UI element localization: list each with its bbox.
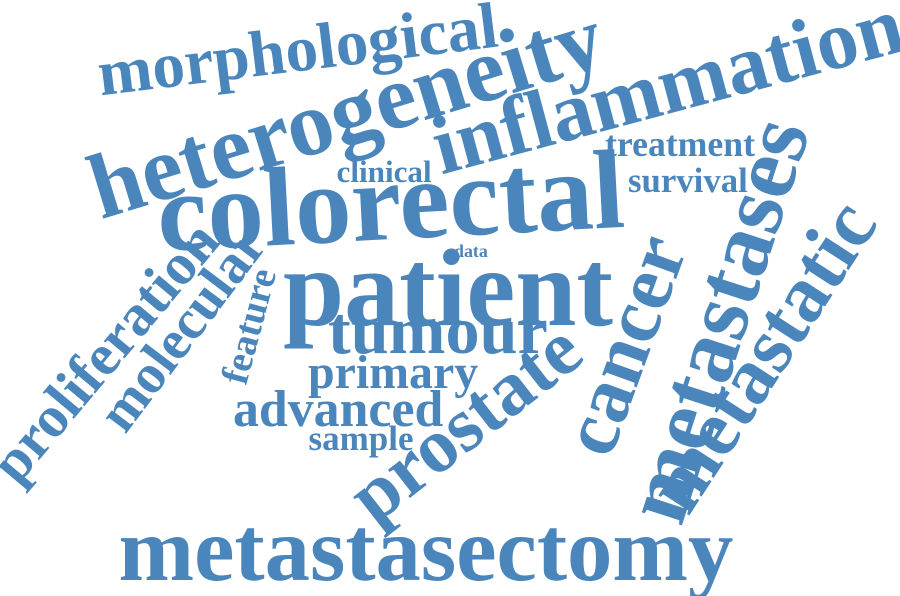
word-treatment: treatment (605, 124, 756, 164)
word-clinical: clinical (336, 153, 432, 189)
word-advanced: advanced (233, 381, 444, 438)
word-tumour: tumour (328, 292, 548, 368)
word-metastasectomy: metastasectomy (118, 498, 734, 596)
word-primary: primary (308, 346, 479, 399)
word-patient: patient (283, 227, 613, 349)
word-sample: sample (308, 418, 414, 458)
word-data: data (454, 241, 488, 261)
word-survival: survival (628, 160, 748, 200)
